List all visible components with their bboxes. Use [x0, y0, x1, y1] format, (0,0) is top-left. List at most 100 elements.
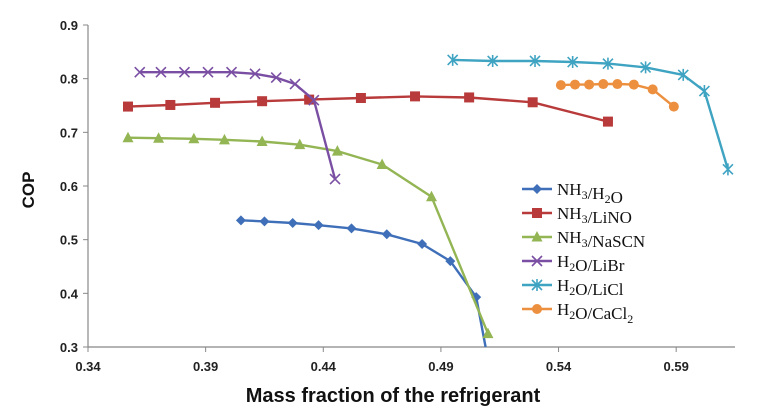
x-tick-label: 0.54: [546, 359, 572, 374]
data-point: [668, 101, 679, 112]
legend-label-part: O: [611, 188, 623, 207]
data-point: [487, 54, 499, 67]
data-point: [329, 173, 341, 185]
x-tick-label: 0.44: [311, 359, 337, 374]
data-point: [410, 91, 421, 102]
series-3: [134, 66, 341, 185]
legend-label-part: NH: [557, 180, 582, 199]
x-tick-label: 0.59: [664, 359, 689, 374]
y-tick-label: 0.3: [60, 340, 78, 355]
legend-label-part: /LiNO: [588, 208, 632, 227]
data-point: [381, 229, 392, 240]
legend-item: H2O/LiCl: [522, 276, 624, 299]
data-point: [202, 66, 214, 78]
data-point: [612, 79, 623, 90]
data-point: [188, 132, 200, 144]
legend-label-part: O/LiBr: [575, 256, 624, 275]
legend: NH3/H2ONH3/LiNONH3/NaSCNH2O/LiBrH2O/LiCl…: [522, 180, 645, 326]
data-point: [698, 85, 710, 98]
series-line: [139, 71, 337, 180]
legend-label: NH3/LiNO: [557, 204, 632, 227]
x-tick-label: 0.39: [193, 359, 218, 374]
legend-item: NH3/H2O: [522, 180, 623, 207]
data-point: [257, 96, 268, 107]
legend-label-part: H: [557, 300, 569, 319]
data-point: [425, 190, 437, 202]
data-point: [598, 79, 609, 90]
data-point: [628, 79, 639, 90]
series-line: [452, 58, 730, 170]
legend-label-part: 2: [605, 192, 611, 206]
data-point: [134, 66, 146, 78]
data-point: [447, 53, 459, 66]
legend-label-part: /NaSCN: [588, 232, 646, 251]
y-tick-label: 0.9: [60, 18, 78, 33]
legend-label-part: O/LiCl: [575, 280, 623, 299]
data-point: [464, 92, 475, 103]
legend-marker: [532, 184, 542, 194]
y-tick-label: 0.4: [60, 286, 79, 301]
legend-label: H2O/LiCl: [557, 276, 624, 299]
data-point: [602, 116, 613, 127]
series-4: [447, 53, 734, 176]
x-tick-label: 0.34: [75, 359, 101, 374]
data-point: [677, 68, 689, 81]
data-point: [570, 79, 581, 90]
legend-item: NH3/LiNO: [522, 204, 632, 227]
legend-label: NH3/NaSCN: [557, 228, 645, 251]
data-point: [259, 216, 270, 227]
legend-label-part: 2: [569, 260, 575, 274]
legend-marker: [532, 304, 542, 314]
legend-marker: [531, 279, 543, 291]
data-point: [482, 327, 494, 339]
data-point: [165, 99, 176, 110]
legend-label: H2O/LiBr: [557, 252, 625, 275]
legend-label-part: /H: [588, 184, 605, 203]
data-point: [153, 132, 165, 143]
data-point: [722, 163, 734, 176]
legend-marker: [531, 255, 543, 267]
legend-label-part: 2: [627, 312, 633, 326]
legend-label-part: NH: [557, 228, 582, 247]
data-point: [289, 78, 301, 90]
legend-label-part: 2: [569, 284, 575, 298]
data-point: [210, 97, 221, 108]
data-point: [567, 56, 579, 69]
legend-marker: [532, 208, 542, 218]
legend-label-part: 2: [569, 308, 575, 322]
data-point: [122, 131, 134, 143]
y-axis-title: COP: [19, 172, 38, 209]
legend-marker: [531, 231, 543, 242]
data-point: [647, 84, 658, 95]
data-point: [225, 66, 238, 78]
data-point: [640, 61, 652, 74]
y-tick-label: 0.7: [60, 125, 78, 140]
legend-label: H2O/CaCl2: [557, 300, 633, 326]
legend-item: H2O/LiBr: [522, 252, 625, 275]
data-point: [445, 256, 456, 267]
data-point: [313, 220, 324, 231]
data-point: [331, 145, 343, 156]
legend-label-part: 3: [582, 236, 588, 250]
series-line: [240, 219, 487, 347]
legend-label-part: 3: [582, 188, 588, 202]
legend-item: NH3/NaSCN: [522, 228, 645, 251]
legend-item: H2O/CaCl2: [522, 300, 633, 326]
data-point: [355, 92, 366, 103]
data-point: [256, 135, 268, 146]
data-point: [529, 54, 541, 67]
series-line: [127, 136, 490, 335]
data-point: [122, 101, 133, 112]
x-tick-label: 0.49: [428, 359, 453, 374]
legend-label-part: H: [557, 276, 569, 295]
series-line: [127, 95, 609, 123]
data-point: [249, 68, 261, 80]
legend-label-part: H: [557, 252, 569, 271]
legend-label-part: 3: [582, 212, 588, 226]
data-point: [346, 223, 357, 234]
legend-label-part: O/CaCl: [575, 304, 627, 323]
legend-label: NH3/H2O: [557, 180, 623, 207]
y-tick-label: 0.6: [60, 179, 78, 194]
data-point: [287, 218, 298, 229]
